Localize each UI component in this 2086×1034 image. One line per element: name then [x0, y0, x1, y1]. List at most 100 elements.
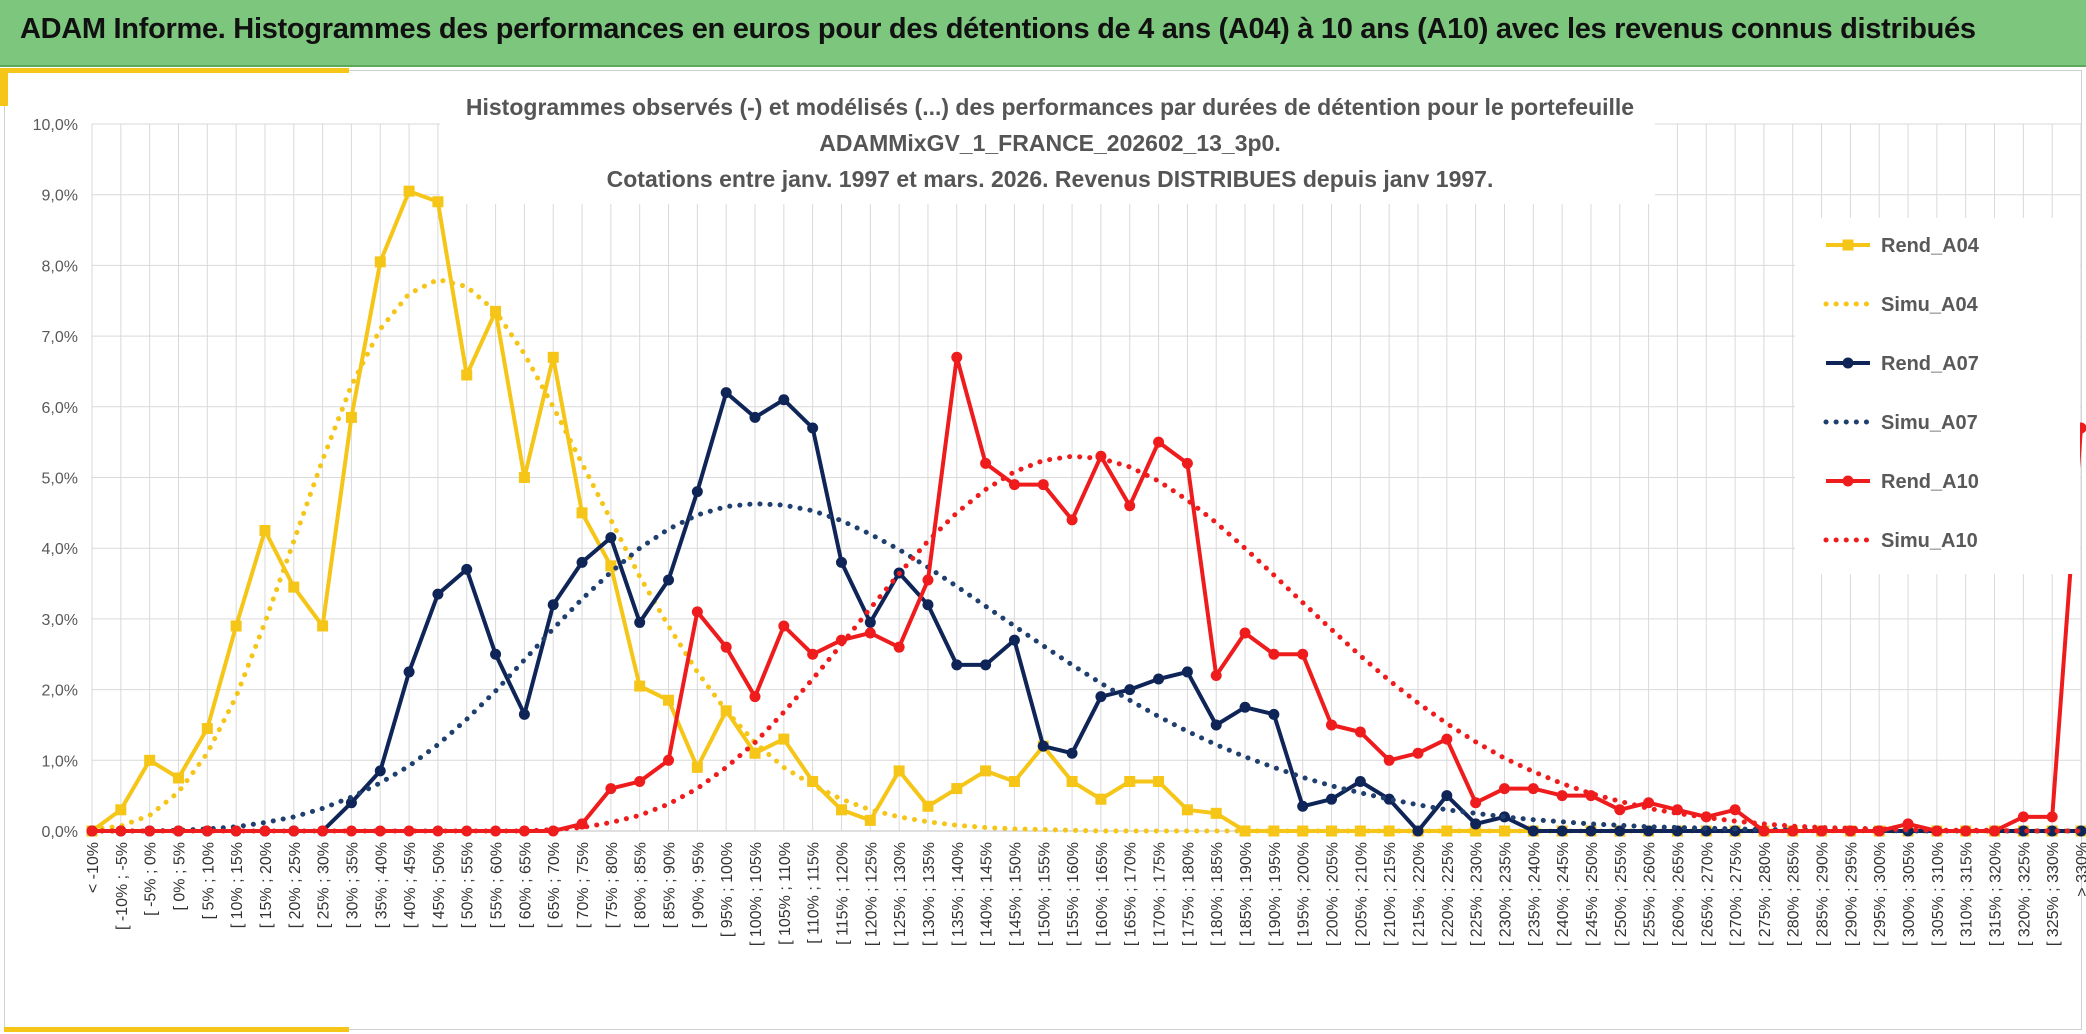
chart-title-line-1: Histogrammes observés (-) et modélisés (…	[466, 94, 1634, 120]
series-rend-a07-point	[1326, 793, 1338, 805]
legend[interactable]: Rend_A04 Simu_A04 Rend_A07 Simu_A07 Rend_A10…	[1823, 235, 1980, 552]
x-tick-label: [ 195% ; 200%	[1296, 842, 1313, 946]
x-tick-label: [ 205% ; 210%	[1353, 842, 1370, 946]
series-rend-a04-point	[172, 772, 184, 784]
x-tick-label: [ 255% ; 260%	[1642, 842, 1659, 946]
series-rend-a07-point	[1095, 691, 1107, 703]
series-rend-a10-point	[835, 634, 847, 646]
x-tick-label: [ 15% ; 20%	[258, 842, 275, 928]
series-rend-a10-point	[172, 825, 184, 837]
series-rend-a10-point	[1210, 669, 1222, 681]
series-rend-a04-point	[461, 369, 473, 381]
chart-title-line-2: ADAMMixGV_1_FRANCE_202602_13_3p0.	[819, 130, 1281, 156]
legend-rend-a07-label: Rend_A07	[1881, 353, 1979, 375]
y-axis: 0,0% 1,0% 2,0% 3,0% 4,0% 5,0% 6,0% 7,0% 8,0% 9,0%…	[33, 117, 78, 841]
series-rend-a07-point	[1556, 825, 1568, 837]
series-rend-a04-point	[951, 783, 963, 795]
series-rend-a07-point	[922, 599, 934, 611]
series-rend-a10-point	[951, 351, 963, 363]
series-rend-a10-point	[1527, 783, 1539, 795]
title-background	[440, 86, 1655, 204]
series-rend-a04-point	[230, 620, 242, 632]
series-rend-a04-point	[547, 351, 559, 363]
series-rend-a04-point	[1008, 776, 1020, 788]
x-tick-label: [ 150% ; 155%	[1036, 842, 1053, 946]
x-axis: < -10% [ -10% ; -5% [ -5% ; 0% [ 0% ; 5% [ 5…	[85, 842, 2086, 946]
x-tick-label: < -10%	[85, 842, 102, 893]
x-tick-label: [ 80% ; 85%	[633, 842, 650, 928]
series-rend-a10-point	[1498, 783, 1510, 795]
x-tick-label: [ 315% ; 320%	[1988, 842, 2005, 946]
x-tick-label: [ 295% ; 300%	[1872, 842, 1889, 946]
legend-rend-a10-marker	[1842, 475, 1854, 487]
series-rend-a07-point	[374, 765, 386, 777]
series-rend-a04-point	[807, 776, 819, 788]
accent-bar-bottom	[4, 1027, 349, 1032]
series-rend-a07-point	[1181, 666, 1193, 678]
series-rend-a10-point	[1354, 726, 1366, 738]
series-rend-a10-point	[778, 620, 790, 632]
x-tick-label: [ 185% ; 190%	[1238, 842, 1255, 946]
y-tick-label: 5,0%	[42, 471, 78, 488]
y-tick-label: 0,0%	[42, 824, 78, 841]
x-tick-label: [ 285% ; 290%	[1815, 842, 1832, 946]
series-rend-a04-point	[1498, 825, 1510, 837]
x-tick-label: [ 85% ; 90%	[662, 842, 679, 928]
x-tick-label: [ 235% ; 240%	[1526, 842, 1543, 946]
series-rend-a10-point	[1297, 648, 1309, 660]
legend-simu-a10-label: Simu_A10	[1881, 530, 1978, 552]
x-tick-label: [ -5% ; 0%	[143, 842, 160, 916]
x-tick-label: [ 250% ; 255%	[1613, 842, 1630, 946]
legend-rend-a04-marker	[1842, 239, 1854, 251]
series-rend-a07-point	[1585, 825, 1597, 837]
x-tick-label: [ 90% ; 95%	[690, 842, 707, 928]
series-rend-a07-point	[461, 563, 473, 575]
series-rend-a07-point	[518, 708, 530, 720]
series-rend-a04-point	[144, 754, 156, 766]
series-rend-a04-point	[1268, 825, 1280, 837]
x-tick-label: [ 55% ; 60%	[489, 842, 506, 928]
series-rend-a04-point	[778, 733, 790, 745]
x-tick-label: [ 50% ; 55%	[460, 842, 477, 928]
series-rend-a07-point	[1297, 800, 1309, 812]
series-rend-a04-point	[403, 185, 415, 197]
series-rend-a10-point	[1412, 747, 1424, 759]
series-rend-a04-point	[1124, 776, 1136, 788]
series-rend-a04-point	[1095, 793, 1107, 805]
series-rend-a10-point	[144, 825, 156, 837]
y-tick-label: 3,0%	[42, 612, 78, 629]
series-rend-a10-point	[1758, 825, 1770, 837]
series-rend-a10-point	[691, 606, 703, 618]
series-rend-a04-point	[374, 256, 386, 268]
series-rend-a07-point	[951, 659, 963, 671]
series-rend-a04-point	[1470, 825, 1482, 837]
series-rend-a04-point	[835, 804, 847, 816]
series-rend-a10-point	[2046, 811, 2058, 823]
series-rend-a10-point	[2017, 811, 2029, 823]
legend-simu-a07-label: Simu_A07	[1881, 412, 1978, 434]
x-tick-label: [ 25% ; 30%	[316, 842, 333, 928]
x-tick-label: [ 165% ; 170%	[1123, 842, 1140, 946]
series-layer	[86, 185, 2086, 837]
series-rend-a07-point	[1153, 673, 1165, 685]
series-rend-a10-point	[1239, 627, 1251, 639]
series-rend-a04-point	[922, 800, 934, 812]
series-rend-a10-point	[403, 825, 415, 837]
x-tick-label: [ 45% ; 50%	[431, 842, 448, 928]
series-rend-a10-point	[893, 641, 905, 653]
series-rend-a10-point	[1470, 797, 1482, 809]
x-tick-label: [ 130% ; 135%	[921, 842, 938, 946]
series-rend-a10-point	[980, 457, 992, 469]
series-rend-a10-point	[864, 627, 876, 639]
series-rend-a04-point	[1297, 825, 1309, 837]
x-tick-label: [ 240% ; 245%	[1555, 842, 1572, 946]
x-tick-label: [ 145% ; 150%	[1007, 842, 1024, 946]
series-rend-a10-point	[1008, 479, 1020, 491]
x-tick-label: [ 225% ; 230%	[1469, 842, 1486, 946]
series-rend-a04-point	[663, 694, 675, 706]
x-tick-label: [ 140% ; 145%	[979, 842, 996, 946]
accent-bar-left	[0, 68, 8, 106]
x-tick-label: [ 70% ; 75%	[575, 842, 592, 928]
series-rend-a10-point	[1153, 436, 1165, 448]
